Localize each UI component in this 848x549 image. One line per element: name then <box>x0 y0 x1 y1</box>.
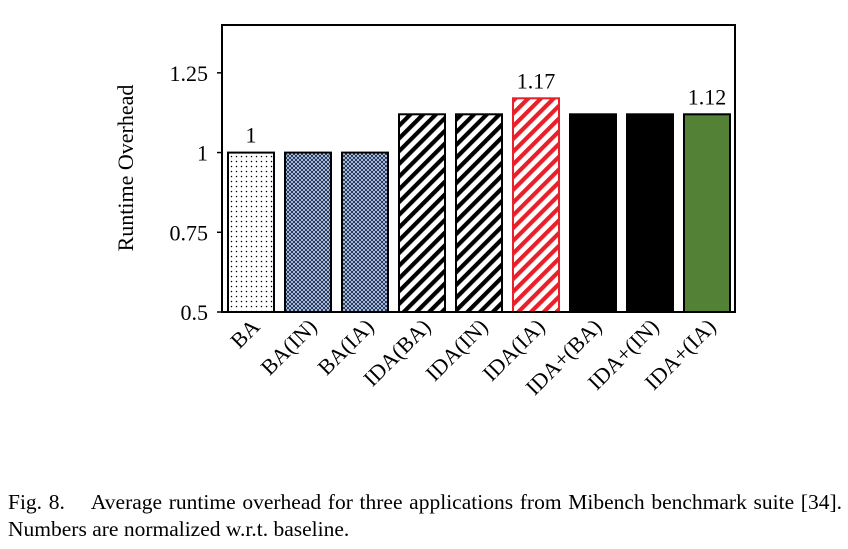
bar-ba <box>227 151 275 313</box>
y-tick-label: 0.5 <box>181 300 209 325</box>
x-axis: BABA(IN)BA(IA)IDA(BA)IDA(IN)IDA(IA)IDA+(… <box>225 314 720 400</box>
figure-label: Fig. 8. <box>8 490 65 514</box>
y-tick-label: 1 <box>197 141 208 166</box>
bar-ida-in <box>455 113 503 313</box>
bar-ida-ba <box>398 113 446 313</box>
data-label: 1.12 <box>688 84 727 109</box>
y-axis: 0.5 0.75 1 1.25 <box>170 61 222 325</box>
figure-caption: Fig. 8. Average runtime overhead for thre… <box>8 489 842 543</box>
data-label: 1.17 <box>517 68 556 93</box>
y-tick-label: 1.25 <box>170 61 209 86</box>
bar-ba-in <box>284 151 332 313</box>
bars-group <box>227 97 731 313</box>
bar-ida-ba <box>569 113 617 313</box>
x-tick-label: IDA(IN) <box>420 314 492 386</box>
y-axis-title-group: Runtime Overhead <box>113 85 138 252</box>
bar-ida-ia <box>512 97 560 313</box>
bar-ba-ia <box>341 151 389 313</box>
plot-area-frame <box>221 24 736 313</box>
x-tick-label: BA(IN) <box>255 314 321 380</box>
caption-text: Average runtime overhead for three appli… <box>8 490 843 541</box>
bar-ida-ia <box>683 113 731 313</box>
x-tick-label: BA <box>225 314 264 353</box>
data-label: 1 <box>246 123 257 148</box>
y-axis-title: Runtime Overhead <box>113 85 138 252</box>
bar-ida-in <box>626 113 674 313</box>
y-tick-label: 0.75 <box>170 220 209 245</box>
data-labels-group: 1 1.17 1.12 <box>246 68 727 147</box>
